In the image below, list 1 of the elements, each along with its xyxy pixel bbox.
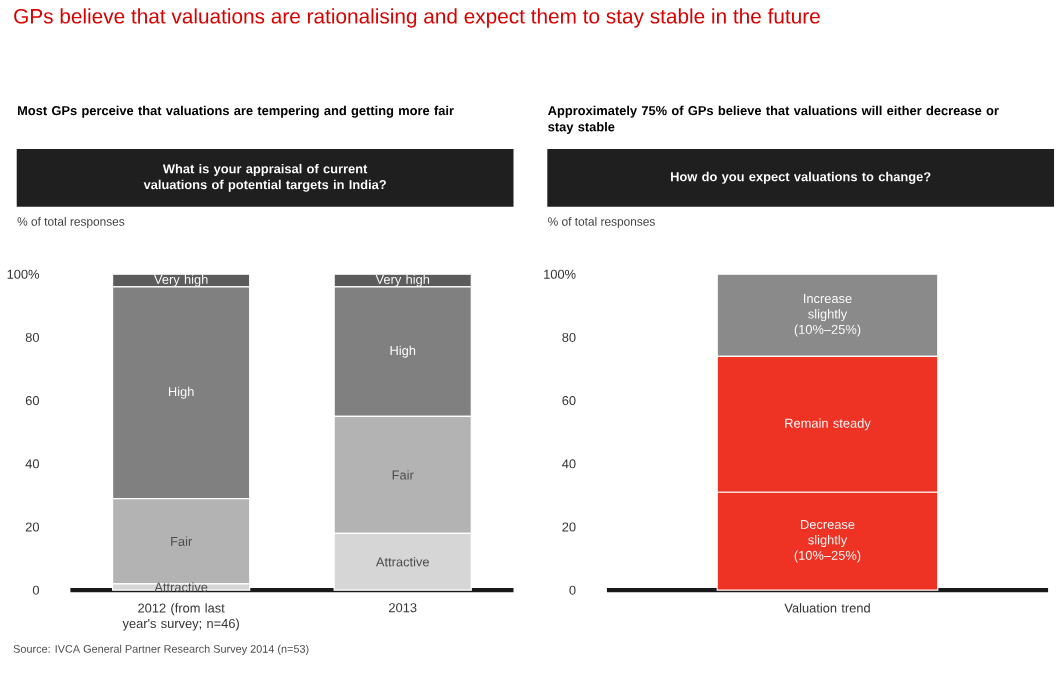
text: GPs believe that valuations are rationalising and expect them to stay stable in the future xyxy=(14,8,820,28)
